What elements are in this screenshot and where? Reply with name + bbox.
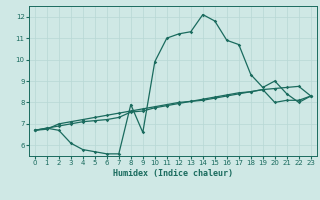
X-axis label: Humidex (Indice chaleur): Humidex (Indice chaleur) <box>113 169 233 178</box>
